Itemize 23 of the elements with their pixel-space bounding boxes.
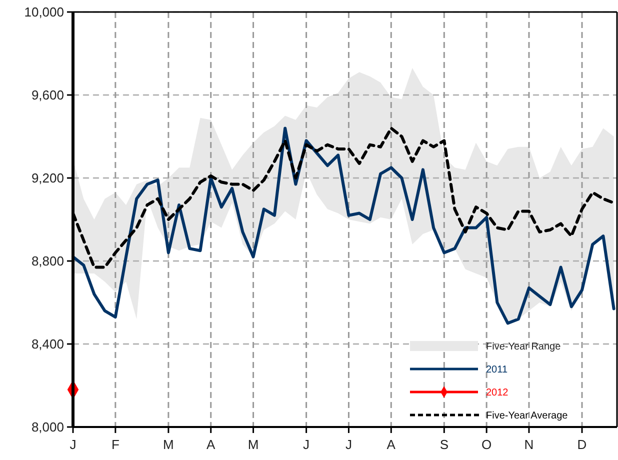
y-tick-label: 9,600 [31, 88, 64, 103]
x-tick-label: O [482, 437, 492, 452]
x-tick-label: A [206, 437, 216, 452]
x-tick-label: J [70, 437, 76, 452]
y-tick-label: 8,800 [31, 254, 64, 269]
x-tick-label: M [163, 437, 174, 452]
x-tick-label: A [386, 437, 396, 452]
x-tick-label: M [248, 437, 259, 452]
legend-label: Five-Year Average [486, 410, 568, 422]
x-tick-label: J [345, 437, 352, 452]
y-tick-label: 9,200 [31, 170, 64, 186]
y-tick-label: 10,000 [24, 4, 64, 20]
y-tick-label: 8,400 [31, 336, 64, 352]
x-tick-label: D [577, 437, 587, 452]
line-series [72, 126, 616, 325]
x-tick-label: J [303, 437, 310, 452]
text: 2012 [486, 388, 509, 398]
text: 2011 [486, 364, 508, 376]
x-tick-label: F [111, 437, 120, 452]
x-tick-label: N [524, 437, 534, 452]
y-tick-label: 8,000 [31, 420, 64, 435]
annotation: Five-Year Range [486, 342, 562, 352]
x-tick-label: S [440, 437, 449, 452]
